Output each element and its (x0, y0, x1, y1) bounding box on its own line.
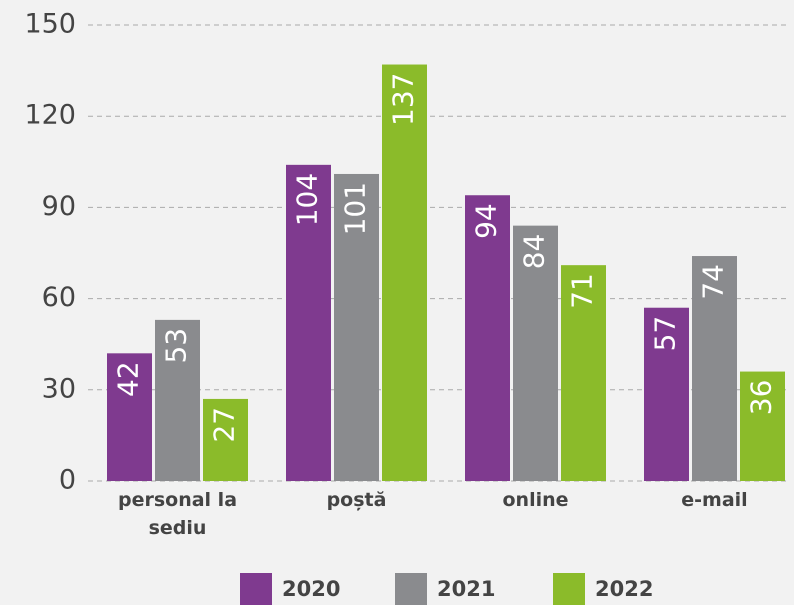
legend-swatch (240, 573, 272, 605)
x-tick-label: personal la sediu (117, 489, 238, 539)
y-tick-label: 120 (24, 100, 76, 131)
data-label: 71 (566, 273, 599, 309)
data-label: 84 (518, 234, 551, 270)
x-tick-label: poștă (326, 489, 387, 511)
bar (107, 353, 152, 481)
bar (286, 164, 331, 481)
bar (334, 173, 379, 481)
bar (644, 307, 689, 481)
bar (465, 195, 510, 482)
data-label: 104 (291, 173, 324, 226)
data-label: 94 (470, 203, 503, 239)
data-label: 57 (649, 316, 682, 352)
bar (740, 371, 785, 481)
y-tick-label: 150 (24, 9, 76, 40)
y-tick-label: 0 (59, 465, 76, 496)
legend-swatch (395, 573, 427, 605)
bar (692, 256, 737, 481)
data-label: 53 (160, 328, 193, 364)
legend-label: 2020 (282, 577, 340, 601)
data-label: 42 (112, 361, 145, 397)
y-tick-label: 60 (42, 282, 76, 313)
legend-label: 2021 (437, 577, 495, 601)
bar (155, 319, 200, 481)
x-tick-label: e-mail (681, 489, 748, 511)
data-label: 137 (387, 73, 420, 126)
y-tick-label: 90 (42, 191, 76, 222)
bar (513, 225, 558, 481)
data-label: 101 (339, 182, 372, 235)
bar (561, 265, 606, 481)
bar (382, 64, 427, 482)
data-label: 74 (697, 264, 730, 300)
legend-label: 2022 (595, 577, 653, 601)
data-label: 27 (208, 407, 241, 443)
y-tick-label: 30 (42, 373, 76, 404)
x-tick-label: online (502, 489, 569, 511)
data-label: 36 (745, 380, 778, 416)
legend-swatch (553, 573, 585, 605)
bar (203, 398, 248, 481)
